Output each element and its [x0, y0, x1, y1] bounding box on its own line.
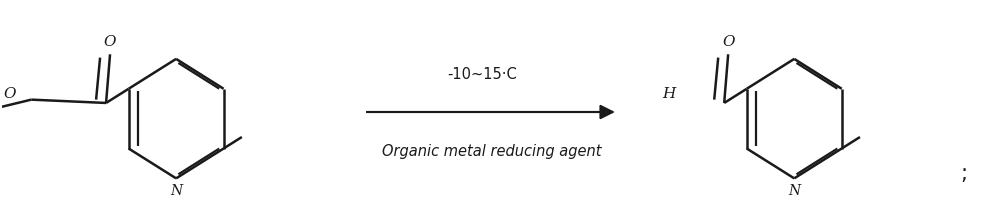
Text: O: O [3, 87, 16, 101]
Text: ;: ; [960, 164, 967, 184]
Text: N: N [788, 183, 800, 198]
Text: N: N [170, 183, 182, 198]
Text: H: H [663, 87, 676, 101]
Text: Organic metal reducing agent: Organic metal reducing agent [382, 144, 601, 159]
Text: -10~15·C: -10~15·C [447, 67, 517, 82]
Text: O: O [722, 35, 734, 49]
Text: O: O [104, 35, 116, 49]
